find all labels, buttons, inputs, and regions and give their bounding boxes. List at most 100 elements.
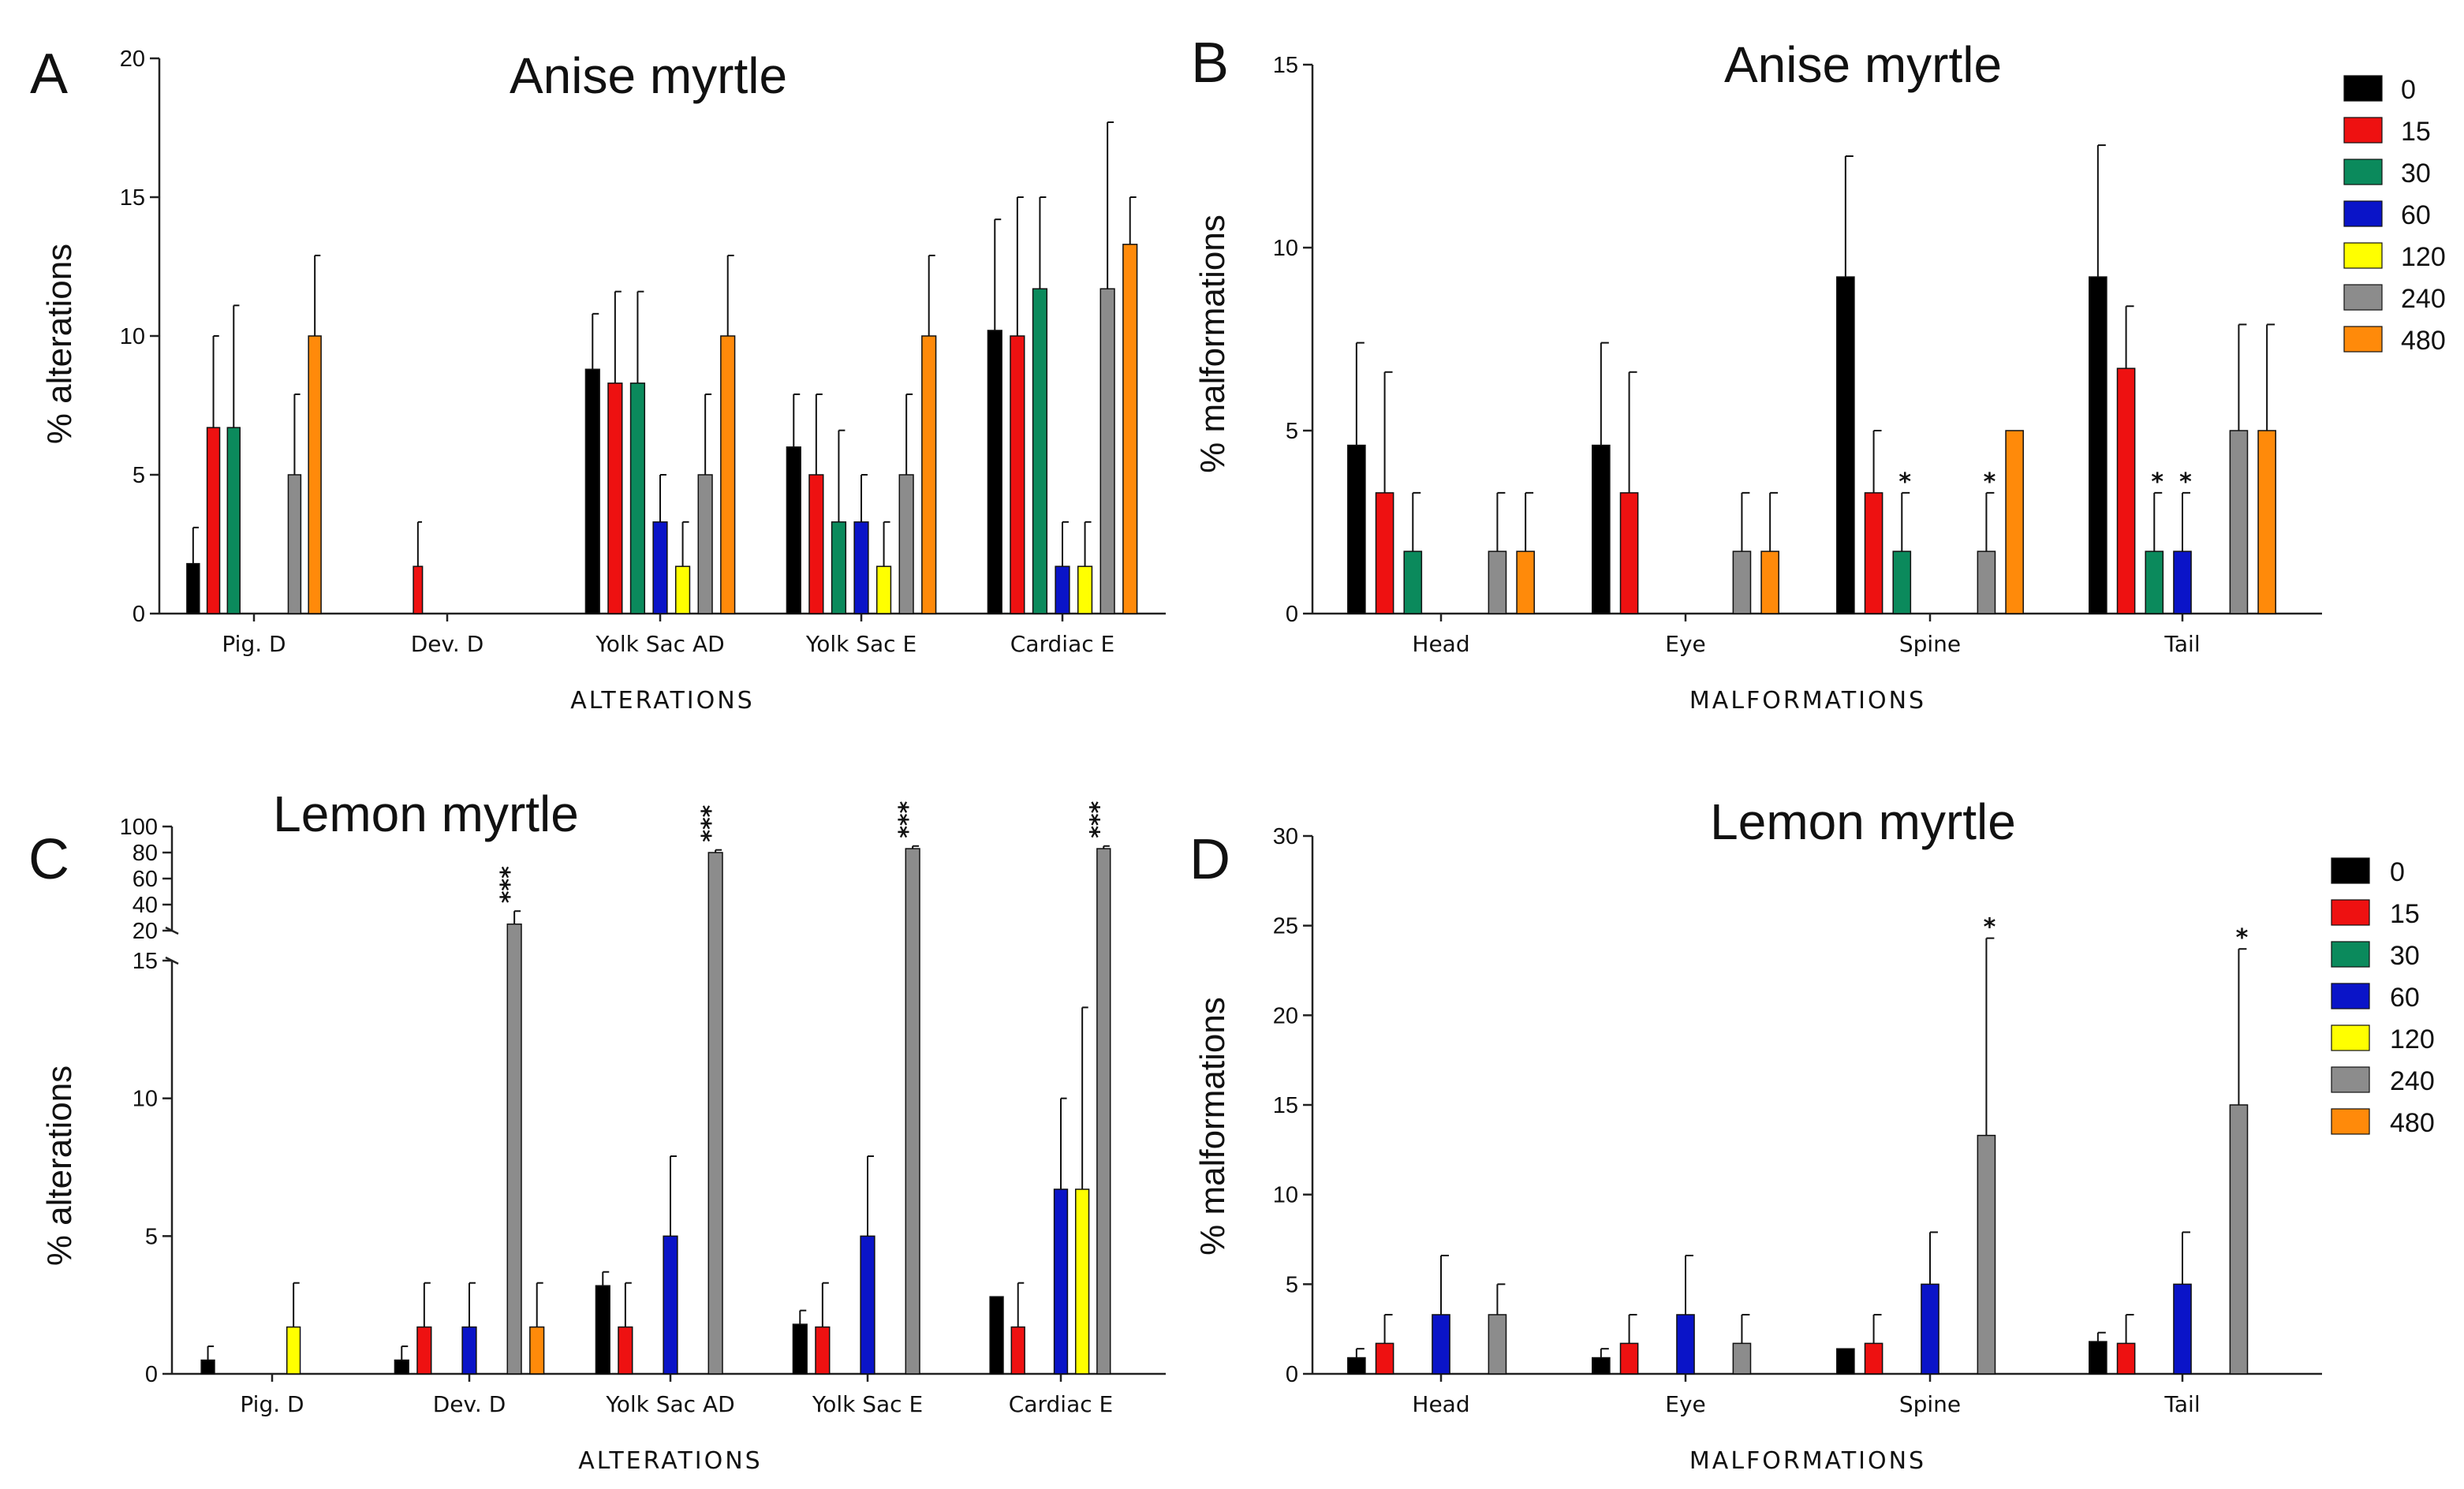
significance-marker: *** bbox=[894, 800, 922, 838]
bar bbox=[1516, 550, 1535, 614]
y-tick-label: 100 bbox=[120, 815, 158, 840]
bar bbox=[394, 1359, 409, 1375]
x-axis-label: ALTERATIONS bbox=[570, 687, 754, 715]
x-tick-label: Pig. D bbox=[222, 631, 286, 657]
x-tick-label: Eye bbox=[1665, 631, 1706, 657]
y-tick-label: 25 bbox=[1273, 914, 1298, 939]
panel-b: B Anise myrtle 0 5 10 15 % malformations MALFOR… bbox=[1191, 32, 2446, 715]
x-tick-label: Eye bbox=[1665, 1391, 1706, 1417]
significance-marker: * bbox=[2151, 468, 2163, 496]
y-tick-label: 0 bbox=[1286, 602, 1298, 627]
panel-a: A Anise myrtle 0 5 10 15 20 % alterations ALTERA… bbox=[30, 43, 1166, 715]
y-tick-label: 20 bbox=[120, 47, 145, 72]
bar bbox=[618, 1326, 633, 1375]
y-tick-label: 15 bbox=[1273, 53, 1298, 78]
bar bbox=[1099, 288, 1115, 614]
bar bbox=[2257, 430, 2276, 614]
bar bbox=[1074, 1189, 1090, 1375]
bar bbox=[808, 474, 824, 614]
bar bbox=[1977, 1134, 1996, 1375]
bar bbox=[2229, 1104, 2249, 1375]
bar bbox=[1488, 1314, 1507, 1375]
x-tick-label: Dev. D bbox=[411, 631, 484, 657]
bar bbox=[786, 446, 801, 614]
bar bbox=[287, 474, 302, 614]
y-tick-label: 10 bbox=[120, 324, 145, 349]
bar bbox=[2005, 430, 2024, 614]
y-tick-label: 10 bbox=[1273, 236, 1298, 261]
bar bbox=[413, 565, 424, 614]
bar bbox=[989, 1296, 1004, 1375]
bar bbox=[1676, 1314, 1695, 1375]
bar bbox=[1760, 550, 1779, 614]
chart-title: Anise myrtle bbox=[510, 47, 787, 104]
x-tick-label: Cardiac E bbox=[1009, 1391, 1113, 1417]
panel-letter: C bbox=[28, 828, 69, 891]
bar bbox=[2089, 276, 2107, 614]
legend-label: 30 bbox=[2401, 159, 2431, 188]
bar bbox=[1592, 444, 1611, 614]
y-axis-label: % malformations bbox=[1193, 997, 1232, 1256]
y-tick-label: 15 bbox=[1273, 1093, 1298, 1118]
bar bbox=[2173, 1283, 2192, 1375]
x-tick-label: Dev. D bbox=[433, 1391, 506, 1417]
bar bbox=[792, 1323, 808, 1375]
legend-label: 480 bbox=[2390, 1108, 2435, 1138]
legend-swatch bbox=[2343, 326, 2383, 353]
bar bbox=[1375, 1342, 1394, 1375]
bar bbox=[2089, 1341, 2107, 1375]
significance-marker: *** bbox=[1085, 800, 1113, 838]
bar bbox=[1010, 335, 1025, 614]
legend-swatch bbox=[2331, 1066, 2370, 1093]
legend-swatch bbox=[2343, 117, 2383, 144]
bar bbox=[1432, 1314, 1450, 1375]
legend-label: 240 bbox=[2390, 1066, 2435, 1096]
bar bbox=[1892, 550, 1912, 614]
y-tick-label: 20 bbox=[1273, 1003, 1298, 1028]
legend-label: 30 bbox=[2390, 941, 2420, 971]
bar bbox=[1122, 244, 1138, 614]
legend-swatch bbox=[2343, 159, 2383, 185]
legend-label: 120 bbox=[2401, 242, 2446, 272]
bar bbox=[831, 521, 847, 614]
legend-label: 240 bbox=[2401, 284, 2446, 314]
bar bbox=[1403, 550, 1423, 614]
panel-letter: B bbox=[1191, 32, 1229, 95]
bar bbox=[1619, 492, 1639, 614]
bar bbox=[905, 848, 920, 1375]
y-axis-label: % alterations bbox=[40, 1065, 79, 1266]
panel-d: D Lemon myrtle 0 5 10 15 20 25 30 % malformations… bbox=[1189, 793, 2435, 1475]
legend-label: 0 bbox=[2390, 857, 2405, 887]
significance-marker: * bbox=[1984, 914, 1996, 942]
y-axis-label: % malformations bbox=[1193, 215, 1232, 473]
bar bbox=[1010, 1326, 1025, 1375]
chart-title: Anise myrtle bbox=[1724, 36, 2002, 93]
x-tick-label: Spine bbox=[1899, 631, 1961, 657]
legend-swatch bbox=[2331, 899, 2370, 926]
bar bbox=[416, 1326, 432, 1375]
bar bbox=[1347, 1357, 1366, 1375]
legend-swatch bbox=[2331, 983, 2370, 1009]
bar bbox=[652, 521, 668, 614]
bar bbox=[674, 565, 691, 614]
x-tick-label: Pig. D bbox=[240, 1391, 304, 1417]
bar bbox=[461, 1326, 477, 1375]
legend-label: 120 bbox=[2390, 1024, 2435, 1054]
x-tick-label: Tail bbox=[2163, 631, 2200, 657]
bar bbox=[860, 1235, 875, 1375]
bar bbox=[1864, 1342, 1883, 1375]
significance-marker: * bbox=[2179, 468, 2192, 496]
significance-marker: * bbox=[1984, 468, 1996, 496]
y-tick-label: 0 bbox=[133, 602, 145, 627]
x-tick-label: Yolk Sac AD bbox=[595, 631, 724, 657]
bar bbox=[286, 1326, 301, 1375]
y-axis-label: % alterations bbox=[40, 244, 79, 444]
y-tick-label: 40 bbox=[133, 893, 158, 918]
bar bbox=[921, 335, 937, 614]
bar bbox=[1977, 550, 1996, 614]
bar bbox=[1032, 288, 1048, 614]
bar bbox=[1488, 550, 1507, 614]
legend-swatch bbox=[2331, 1024, 2370, 1051]
bar bbox=[506, 924, 522, 1375]
legend-label: 15 bbox=[2390, 899, 2420, 929]
